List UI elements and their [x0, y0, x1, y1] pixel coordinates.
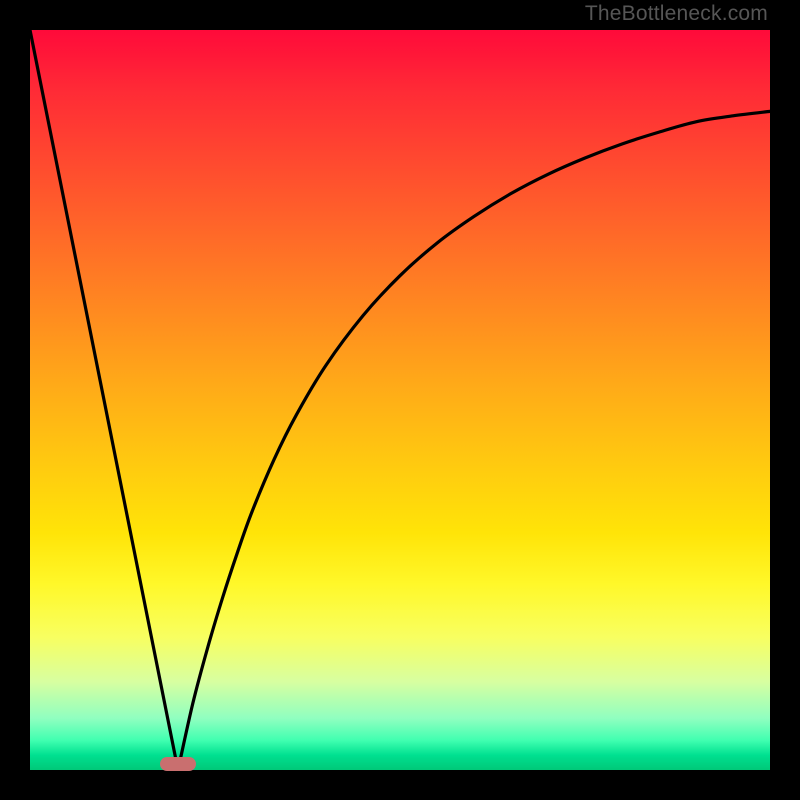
bottleneck-curve [30, 30, 770, 770]
plot-area [30, 30, 770, 770]
watermark-label: TheBottleneck.com [585, 2, 768, 26]
minimum-marker [160, 757, 196, 771]
